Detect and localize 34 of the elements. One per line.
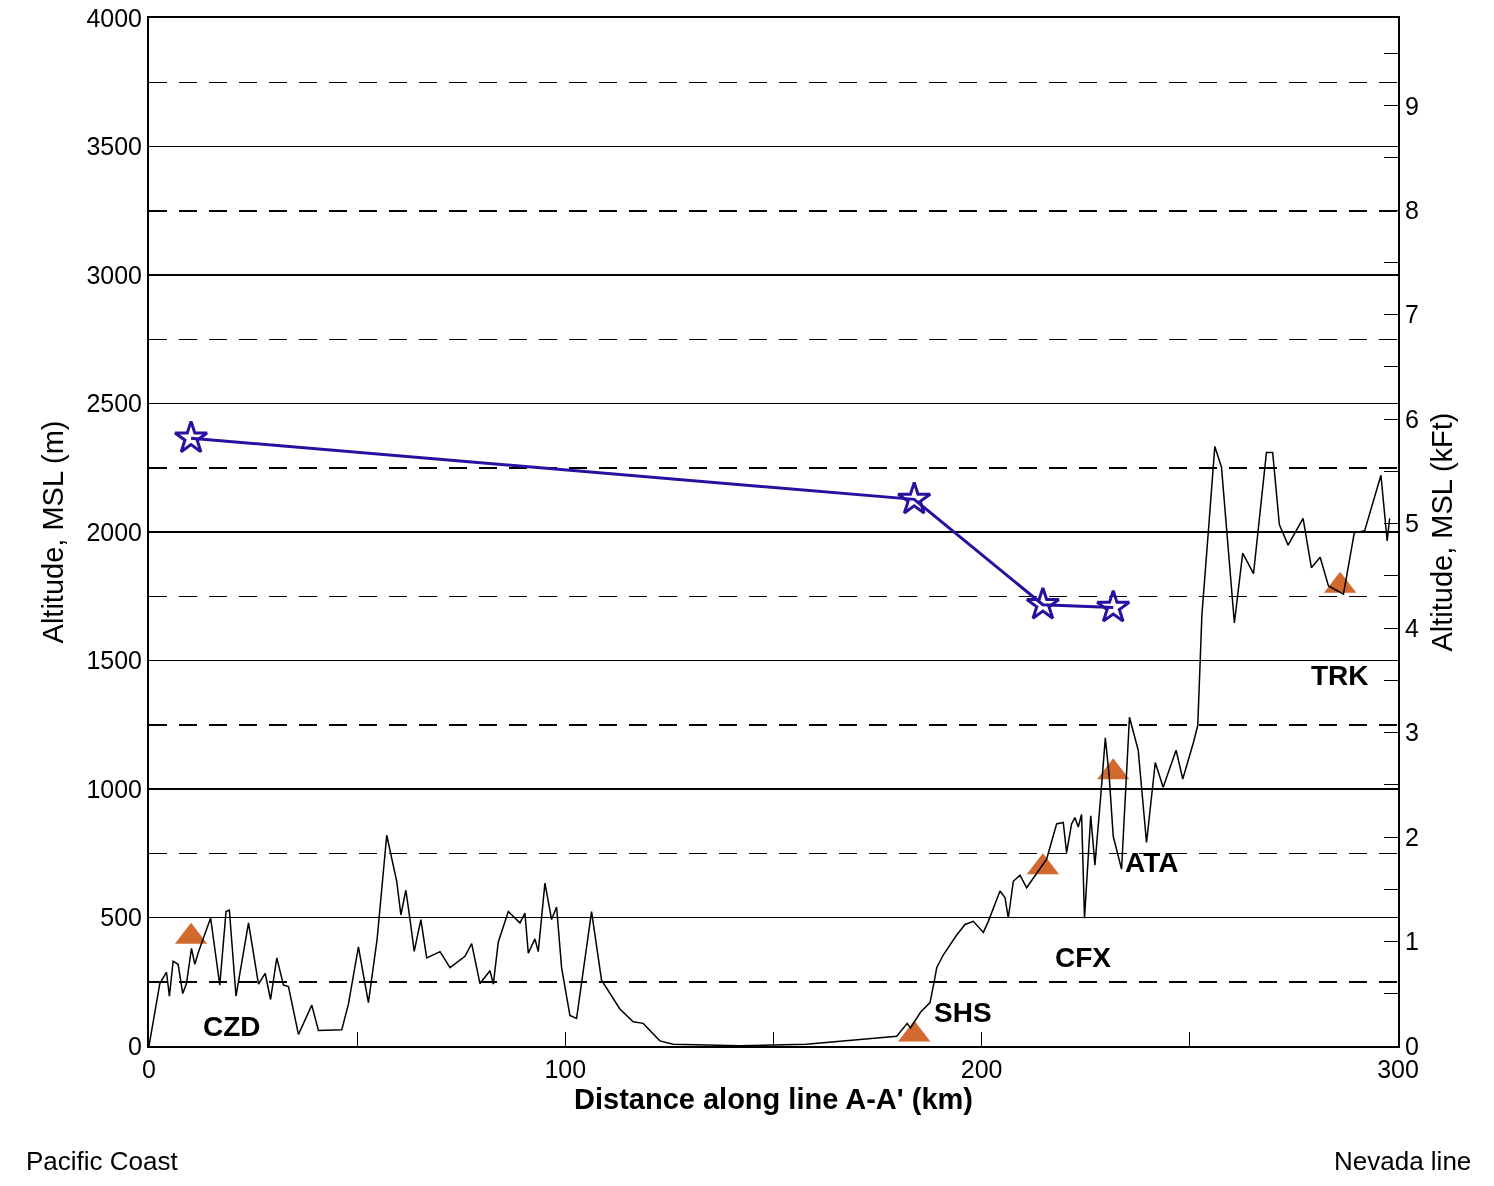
y2-tick-label: 1 (1405, 927, 1419, 956)
y-tick-label: 4000 (86, 3, 142, 32)
y2-tick-label: 9 (1405, 91, 1419, 120)
point (1095, 589, 1131, 623)
point (896, 481, 932, 515)
text: Pacific Coast (26, 1146, 179, 1176)
y2-tick-label: 6 (1405, 404, 1419, 433)
y2-tick-label: 8 (1405, 195, 1419, 224)
annotation: CFX (1055, 942, 1112, 973)
annotation: ATA (1125, 847, 1179, 878)
y-tick-label: 2000 (86, 517, 142, 546)
y-tick-label: 2500 (86, 389, 142, 418)
y-tick-label: 3500 (86, 132, 142, 161)
x-axis-title: Distance along line A-A' (km) (574, 1083, 973, 1115)
y2-tick-label: 2 (1405, 822, 1419, 851)
point (1025, 586, 1061, 620)
y-tick-label: 1500 (86, 646, 142, 675)
x-tick-label: 200 (960, 1055, 1003, 1083)
y-axis-title: Altitude, MSL (m) (37, 420, 70, 644)
y2-tick-label: 3 (1405, 718, 1419, 747)
annotation: CZD (203, 1011, 261, 1042)
y2-tick-label: 7 (1405, 300, 1419, 329)
y-tick-label: 0 (128, 1031, 142, 1060)
y-tick-label: 500 (100, 903, 142, 932)
x-tick-label: 100 (544, 1055, 587, 1083)
y2-axis-title: Altitude, MSL (kFt) (1426, 412, 1459, 652)
annotation: SHS (934, 997, 992, 1028)
text: Nevada line (1334, 1146, 1472, 1176)
y2-tick-label: 4 (1405, 613, 1419, 642)
annotation: TRK (1311, 660, 1369, 691)
y-tick-label: 3000 (86, 260, 142, 289)
y-tick-label: 1000 (86, 774, 142, 803)
y2-tick-label: 5 (1405, 509, 1419, 538)
point (173, 419, 209, 454)
